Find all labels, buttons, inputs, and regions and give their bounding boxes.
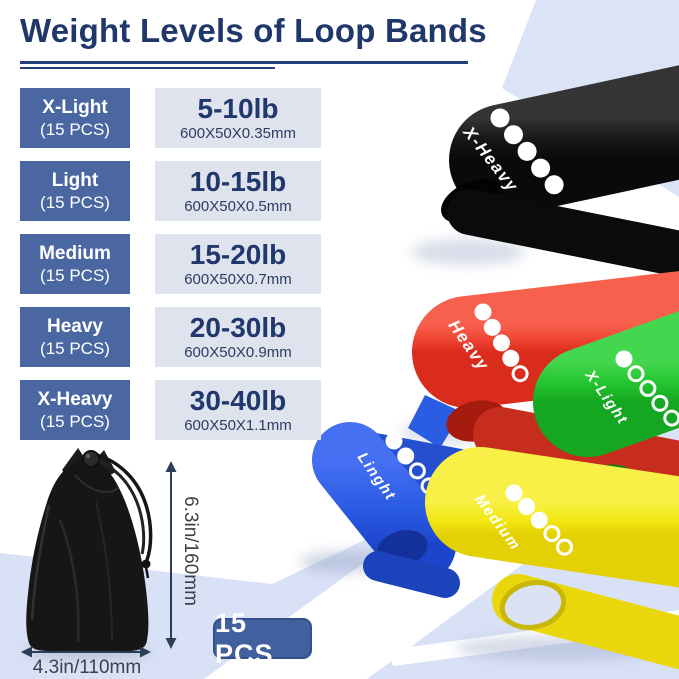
weight-range: 15-20lb: [189, 238, 287, 270]
title-underline: [20, 61, 468, 64]
band-level-dot: [483, 318, 501, 336]
bag-fold-line: [58, 519, 80, 643]
band-level-dot: [517, 141, 537, 161]
width-dimension-arrow: [21, 646, 151, 658]
bag-toggle: [82, 450, 100, 468]
weight-range: 20-30lb: [189, 311, 287, 343]
weight-range: 5-10lb: [197, 92, 279, 124]
band-dimensions: 600X50X0.35mm: [180, 124, 296, 142]
band-light-blue-sliver: [408, 395, 462, 448]
table-row: X-Heavy (15 PCS) 30-40lb 600X50X1.1mm: [20, 380, 321, 440]
band-medium: Medium: [425, 447, 679, 670]
level-label-box: Light (15 PCS): [20, 161, 130, 221]
value-box: 20-30lb 600X50X0.9mm: [155, 307, 321, 367]
level-name: Light: [51, 169, 99, 191]
bag-height-label: 6.3in/160mm: [180, 496, 201, 606]
band-medium-loop-hole: [499, 580, 567, 630]
level-qty: (15 PCS): [40, 339, 110, 359]
level-name: Heavy: [47, 315, 103, 337]
band-level-dot: [505, 484, 523, 502]
band-dimensions: 600X50X0.7mm: [184, 270, 292, 288]
level-qty: (15 PCS): [40, 193, 110, 213]
band-level-dot: [530, 511, 548, 529]
value-box: 15-20lb 600X50X0.7mm: [155, 234, 321, 294]
value-box: 30-40lb 600X50X1.1mm: [155, 380, 321, 440]
value-box: 10-15lb 600X50X0.5mm: [155, 161, 321, 221]
band-level-dot: [408, 462, 426, 480]
band-level-dot: [518, 498, 536, 515]
bag-cord-knot: [141, 559, 151, 569]
band-medium-dots: [505, 484, 573, 556]
level-qty: (15 PCS): [40, 266, 110, 286]
band-dimensions: 600X50X0.5mm: [184, 197, 292, 215]
bag-cord: [96, 453, 153, 561]
band-level-dot: [397, 447, 415, 465]
level-label-box: X-Light (15 PCS): [20, 88, 130, 148]
level-name: X-Heavy: [37, 388, 113, 410]
band-medium-surface: [425, 447, 679, 588]
level-label-box: X-Heavy (15 PCS): [20, 380, 130, 440]
band-level-dot: [511, 365, 529, 383]
band-level-dot: [544, 175, 564, 195]
band-level-dot: [490, 108, 510, 128]
bag-cord: [98, 459, 146, 555]
storage-bag: [26, 448, 153, 651]
weight-range: 10-15lb: [189, 165, 287, 197]
band-level-dot: [615, 350, 633, 368]
band-light-underside: [363, 551, 460, 598]
table-row: Medium (15 PCS) 15-20lb 600X50X0.7mm: [20, 234, 321, 294]
band-level-dot: [531, 158, 551, 178]
table-row: Light (15 PCS) 10-15lb 600X50X0.5mm: [20, 161, 321, 221]
level-name: X-Light: [42, 96, 108, 118]
weight-range: 30-40lb: [189, 384, 287, 416]
level-qty: (15 PCS): [40, 120, 110, 140]
band-level-dot: [385, 432, 403, 450]
band-level-dot: [543, 525, 561, 543]
title-underline-short: [20, 67, 275, 69]
bag-fold-line: [95, 501, 113, 643]
band-heavy-dots: [474, 303, 529, 383]
band-level-dot: [474, 303, 492, 321]
table-row: Heavy (15 PCS) 20-30lb 600X50X0.9mm: [20, 307, 321, 367]
band-x-heavy-underside: [447, 189, 679, 278]
band-x-heavy-surface: [449, 65, 679, 216]
spec-table: X-Light (15 PCS) 5-10lb 600X50X0.35mm Li…: [20, 88, 321, 453]
level-name: Medium: [39, 242, 111, 264]
bag-toggle-highlight: [85, 453, 91, 459]
band-level-dot: [502, 349, 520, 367]
page-title: Weight Levels of Loop Bands: [20, 12, 487, 49]
level-label-box: Heavy (15 PCS): [20, 307, 130, 367]
band-dimensions: 600X50X1.1mm: [184, 416, 292, 434]
band-dimensions: 600X50X0.9mm: [184, 343, 292, 361]
band-level-dot: [493, 334, 510, 352]
piece-count-badge: 15 PCS: [213, 608, 312, 669]
band-level-dot: [556, 538, 573, 556]
bag-cord-tail: [144, 566, 150, 579]
band-level-dot: [639, 380, 657, 397]
bag-edge-highlight: [30, 504, 51, 621]
table-row: X-Light (15 PCS) 5-10lb 600X50X0.35mm: [20, 88, 321, 148]
bag-width-label: 4.3in/110mm: [32, 657, 142, 678]
value-box: 5-10lb 600X50X0.35mm: [155, 88, 321, 148]
bag-body: [26, 459, 149, 651]
band-level-dot: [504, 125, 523, 145]
bag-crease: [74, 474, 119, 493]
band-x-heavy-dots: [490, 108, 564, 195]
band-level-dot: [651, 394, 669, 412]
height-dimension-arrow: [165, 461, 177, 649]
band-x-heavy: X-Heavy: [441, 65, 679, 278]
band-level-dot: [627, 365, 645, 383]
level-label-box: Medium (15 PCS): [20, 234, 130, 294]
level-qty: (15 PCS): [40, 412, 110, 432]
